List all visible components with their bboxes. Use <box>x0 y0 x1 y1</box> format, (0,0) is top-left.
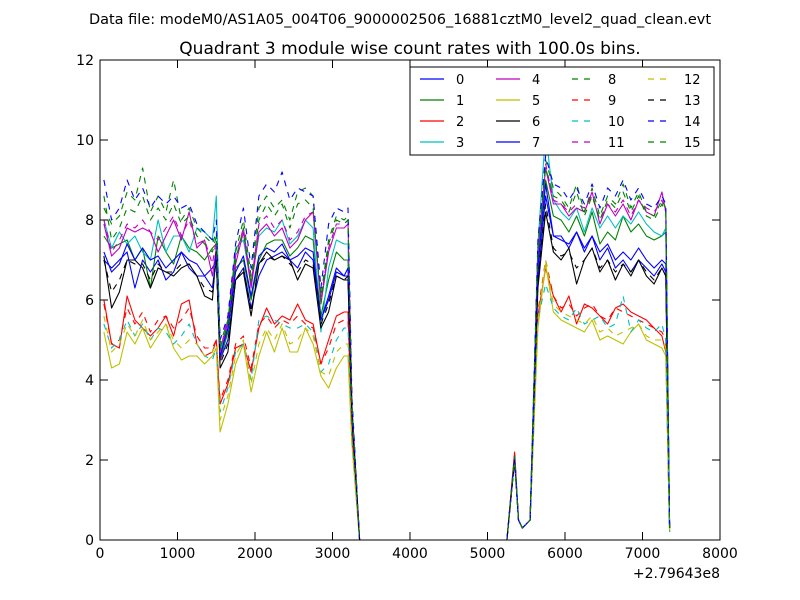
y-tick-label: 8 <box>85 213 94 229</box>
legend-label-13: 13 <box>684 94 701 109</box>
legend-label-9: 9 <box>608 94 616 109</box>
plot-frame <box>99 59 721 541</box>
y-tick-label: 12 <box>76 53 94 69</box>
x-offset-label: +2.79643e8 <box>633 566 720 582</box>
series-line-13 <box>103 203 671 541</box>
legend-label-3: 3 <box>456 136 464 151</box>
x-tick-label: 4000 <box>392 546 428 562</box>
legend-label-0: 0 <box>456 73 464 88</box>
y-tick-label: 2 <box>85 453 94 469</box>
y-tick-label: 6 <box>85 293 94 309</box>
suptitle: Data file: modeM0/AS1A05_004T06_90000025… <box>89 12 711 28</box>
x-tick-label: 8000 <box>702 546 738 562</box>
legend-label-8: 8 <box>608 73 616 88</box>
series-line-12 <box>103 259 671 541</box>
y-tick-label: 10 <box>76 133 94 149</box>
x-tick-label: 3000 <box>315 546 351 562</box>
legend-label-10: 10 <box>608 115 625 130</box>
legend-label-14: 14 <box>684 115 701 130</box>
x-tick-label: 6000 <box>547 546 583 562</box>
y-tick-label: 0 <box>85 533 94 549</box>
x-tick-label: 2000 <box>237 546 273 562</box>
legend-label-15: 15 <box>684 136 701 151</box>
legend-label-4: 4 <box>532 73 540 88</box>
legend-label-6: 6 <box>532 115 540 130</box>
chart-title: Quadrant 3 module wise count rates with … <box>179 39 640 59</box>
x-tick-label: 5000 <box>470 546 506 562</box>
y-tick-label: 4 <box>85 373 94 389</box>
x-tick-label: 0 <box>96 546 105 562</box>
legend-label-7: 7 <box>532 136 540 151</box>
legend-label-12: 12 <box>684 73 701 88</box>
x-tick-label: 7000 <box>625 546 661 562</box>
legend-label-1: 1 <box>456 94 464 109</box>
legend-frame <box>409 66 715 156</box>
legend-label-2: 2 <box>456 115 464 130</box>
axes-layer: 0 1000 2000 3000 4000 5000 6000 7000 80000246810… <box>76 53 738 562</box>
legend-label-11: 11 <box>608 136 625 151</box>
legend-label-5: 5 <box>532 94 540 109</box>
x-tick-label: 1000 <box>160 546 196 562</box>
